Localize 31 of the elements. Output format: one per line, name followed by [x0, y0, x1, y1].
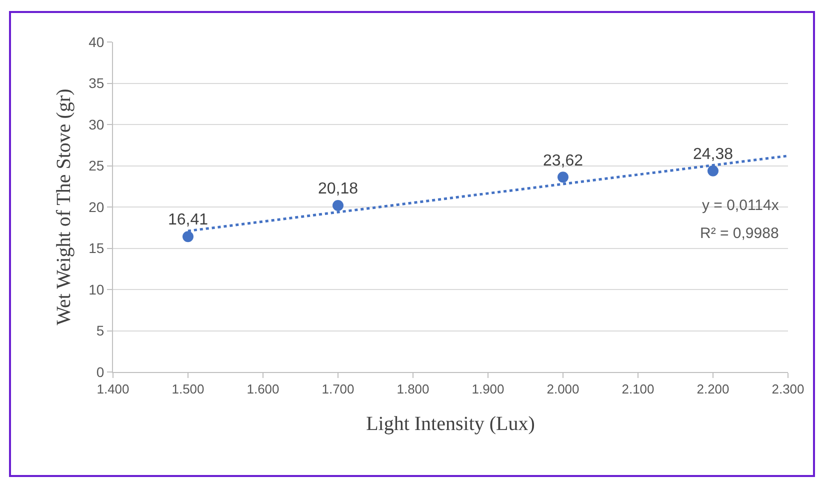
y-axis-title: Wet Weight of The Stove (gr)	[53, 88, 76, 326]
x-tick-label: 2.100	[622, 382, 654, 397]
x-tick-label: 1.700	[322, 382, 354, 397]
x-tick-label: 1.600	[246, 382, 280, 397]
point	[332, 200, 344, 212]
y-tick-label: 30	[88, 116, 104, 132]
data-label: 23,62	[542, 152, 584, 170]
y-tick-label: 20	[88, 198, 104, 215]
x-tick-label: 2.300	[772, 382, 804, 397]
x-tick-label: 1.400	[96, 382, 130, 397]
x-tick-label: 1.500	[172, 382, 204, 397]
annotation: y = 0,0114x	[702, 197, 780, 214]
data-label: 24,38	[692, 146, 734, 163]
y-tick-label: 35	[88, 75, 104, 92]
x-tick-label: 1.900	[472, 382, 504, 397]
x-tick-label: 2.000	[546, 382, 580, 397]
data-label: 16,41	[168, 212, 208, 229]
point	[708, 165, 718, 176]
x-tick-label: 1.800	[396, 382, 430, 397]
y-tick-label: 0	[96, 364, 104, 380]
y-tick-label: 15	[88, 240, 104, 256]
y-tick-label: 5	[96, 322, 104, 339]
y-tick-label: 25	[88, 158, 104, 174]
data-label: 20,18	[318, 180, 358, 198]
point	[182, 231, 194, 242]
y-tick-label: 10	[88, 281, 104, 298]
x-tick-label: 2.200	[696, 382, 730, 397]
point	[558, 172, 568, 183]
x-axis-title: Light Intensity (Lux)	[366, 413, 535, 436]
annotation: R² = 0,9988	[700, 225, 779, 242]
y-tick-label: 40	[88, 34, 104, 50]
